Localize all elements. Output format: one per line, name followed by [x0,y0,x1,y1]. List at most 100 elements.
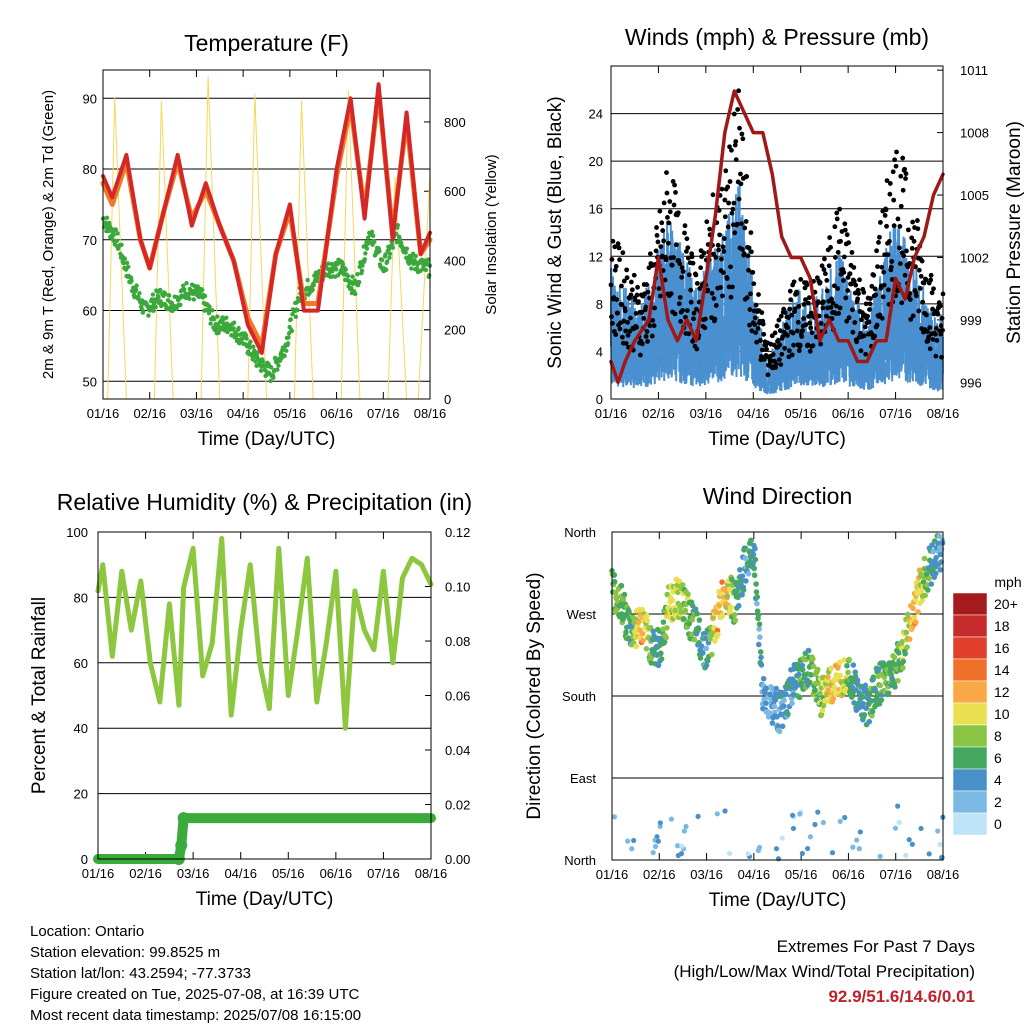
direction-point [729,576,735,583]
direction-point [810,656,816,662]
gust-point [639,341,645,347]
direction-point [676,578,683,585]
gust-point [633,310,639,316]
direction-point [854,677,861,684]
gust-point [728,294,734,300]
gust-point [622,308,628,314]
direction-point [658,656,665,662]
gust-point [682,230,687,236]
gust-point [609,257,615,262]
dewpoint-point [263,373,269,378]
gust-point [877,234,882,240]
dewpoint-point [163,291,168,296]
x-tick-label: 07/16 [879,867,912,882]
gust-point [857,277,862,283]
gust-point [817,279,823,285]
gust-point [794,328,800,334]
direction-point [875,673,882,680]
gust-point [661,200,667,206]
gust-point [628,315,633,321]
x-axis-label: Time (Day/UTC) [198,429,336,450]
gust-point [818,341,824,347]
gust-point [759,310,765,315]
legend-swatch [952,812,988,836]
rh-series [95,536,434,731]
gust-point [937,303,943,309]
gust-point [743,219,749,224]
direction-point [655,838,661,844]
gust-point [727,179,733,184]
dewpoint-point [288,317,293,322]
direction-point [868,698,875,704]
gust-point [619,334,625,340]
dewpoint-point [101,216,106,221]
dewpoint-point [387,251,393,257]
gust-point [739,247,745,252]
direction-point [817,690,823,697]
direction-point [644,612,650,619]
dewpoint-point [243,333,249,338]
gust-point [759,347,765,353]
direction-point [611,814,618,820]
gust-point [625,320,630,325]
gust-point [914,293,919,299]
gust-point [665,215,670,220]
y-right-axis-label: Station Pressure (Maroon) [1004,121,1024,344]
direction-point [632,628,638,635]
gust-point [699,254,704,260]
gust-point [761,331,767,337]
precip-series [93,813,436,864]
x-tick-label: 02/16 [133,406,166,421]
legend-label: 0 [994,816,1002,832]
direction-point [732,617,739,624]
gust-point [722,214,728,220]
direction-point [828,665,834,672]
gust-point [744,295,750,301]
direction-point [929,542,935,548]
direction-point [919,597,925,604]
gust-point [656,286,662,291]
direction-point [866,690,873,697]
direction-point [790,825,797,832]
gust-point [901,253,907,259]
y-right-tick-label: 600 [444,184,466,199]
direction-point [810,663,817,670]
gust-point [909,246,915,251]
gust-point [786,348,792,354]
gust-point [748,230,754,236]
elevation-text: Station elevation: 99.8525 m [30,944,221,961]
gust-point [835,249,841,255]
y-tick-label: 24 [589,107,603,122]
gust-point [846,240,852,246]
gust-point [789,312,795,318]
gust-point [887,181,893,186]
extremes-value: 92.9/51.6/14.6/0.01 [828,987,975,1006]
direction-point [918,571,924,578]
dewpoint-point [107,223,112,229]
direction-point [922,592,929,599]
gust-point [760,321,766,327]
gust-point [929,290,935,296]
direction-point [937,551,944,558]
direction-point [679,843,685,849]
gust-point [816,313,822,319]
gust-point [689,254,695,260]
gust-point [641,315,647,321]
gust-point [795,319,801,325]
direction-point [691,636,698,643]
speed-legend: mph 20+ 18 16 14 12 10 8 6 4 2 0 [952,574,1022,836]
gust-point [748,291,753,297]
gust-point [809,330,815,336]
gust-point [748,249,754,255]
dewpoint-point [285,341,291,346]
y-right-tick-label: 200 [444,323,466,338]
legend-swatch [952,636,988,660]
dewpoint-point [133,287,139,293]
gust-point [674,242,679,248]
gust-point [861,333,867,339]
direction-point [695,626,702,632]
gust-point [704,219,710,225]
gust-point [852,320,858,325]
x-tick-label: 07/16 [367,866,400,881]
dewpoint-point [114,238,120,243]
